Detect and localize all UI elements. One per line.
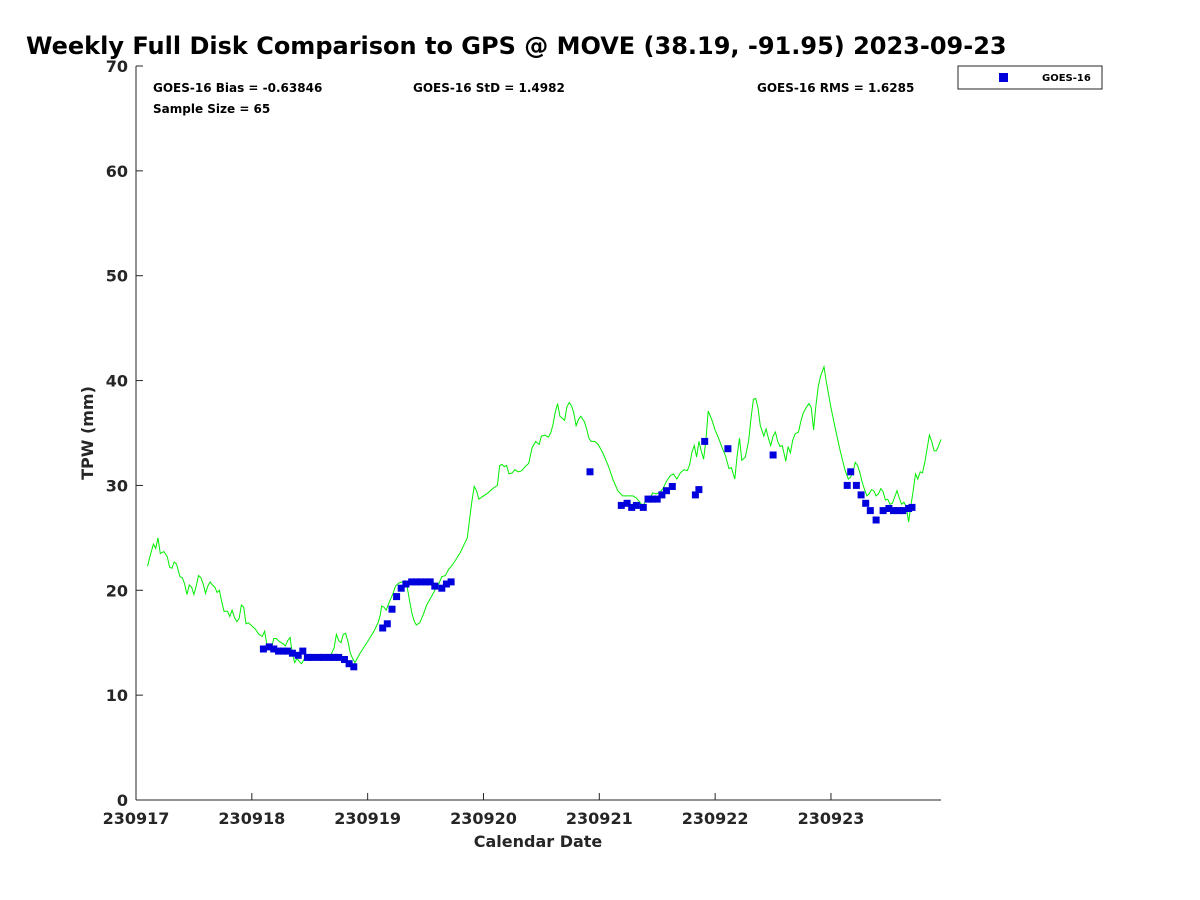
goes-marker-layer xyxy=(259,437,916,671)
goes-16-point xyxy=(422,578,430,586)
y-tick-label: 70 xyxy=(106,57,128,76)
legend-marker xyxy=(999,73,1008,82)
goes-16-point xyxy=(303,653,311,661)
goes-16-point xyxy=(275,647,282,655)
goes-16-point xyxy=(894,507,902,515)
goes-16-point xyxy=(315,653,323,661)
goes-16-point xyxy=(691,491,699,499)
goes-16-point xyxy=(447,578,455,586)
goes-16-point xyxy=(695,486,703,494)
goes-16-point xyxy=(412,578,420,586)
legend-entry-goes-16: GOES-16 xyxy=(1042,73,1091,84)
std-stat: GOES-16 StD = 1.4982 xyxy=(413,81,565,95)
goes-16-point xyxy=(299,647,307,655)
goes-16-point xyxy=(383,620,391,628)
goes-16-point xyxy=(843,481,851,489)
goes-16-point xyxy=(288,649,296,657)
goes-16-point xyxy=(632,501,640,509)
sample-size-stat: Sample Size = 65 xyxy=(153,102,270,116)
goes-16-point xyxy=(294,651,302,659)
goes-16-point xyxy=(658,491,666,499)
goes-16-point xyxy=(628,503,636,511)
goes-16-point xyxy=(890,507,897,515)
goes-16-point xyxy=(393,593,401,601)
goes-16-point xyxy=(426,578,434,586)
goes-16-point xyxy=(345,660,353,668)
y-tick-label: 20 xyxy=(106,581,128,600)
goes-16-point xyxy=(279,647,287,655)
goes-16-point xyxy=(623,499,631,507)
y-tick-label: 10 xyxy=(106,686,128,705)
goes-16-point xyxy=(724,445,732,453)
goes-16-point xyxy=(862,499,870,507)
bias-stat: GOES-16 Bias = -0.63846 xyxy=(153,81,322,95)
goes-16-point xyxy=(408,578,416,586)
goes-16-point xyxy=(586,468,594,476)
x-tick-label: 230923 xyxy=(798,809,865,828)
goes-16-point xyxy=(649,495,657,503)
y-axis-label: TPW (mm) xyxy=(78,386,97,480)
legend-box xyxy=(957,65,1103,90)
goes-16-point xyxy=(617,501,625,509)
goes-16-point xyxy=(417,578,425,586)
x-tick-label: 230919 xyxy=(334,809,401,828)
goes-16-point xyxy=(872,516,880,524)
legend: GOES-16 xyxy=(957,65,1103,90)
goes-16-point xyxy=(885,505,893,512)
x-tick-label: 230918 xyxy=(218,809,285,828)
goes-16-point xyxy=(908,503,916,511)
goes-16-point xyxy=(270,645,278,653)
goes-16-point xyxy=(397,584,405,592)
goes-16-point xyxy=(639,503,647,511)
goes-16-point xyxy=(852,481,860,489)
goes-16-point xyxy=(284,647,292,655)
goes-16-point xyxy=(330,653,338,661)
goes-16-point xyxy=(341,656,348,663)
goes-16-point xyxy=(402,580,410,588)
chart-title: Weekly Full Disk Comparison to GPS @ MOV… xyxy=(26,32,1007,60)
goes-16-point xyxy=(879,507,887,515)
goes-16-point xyxy=(308,653,316,661)
goes-16-point xyxy=(259,645,267,653)
gps-line-layer xyxy=(147,364,942,665)
goes-16-point xyxy=(265,643,273,651)
goes-16-point xyxy=(442,580,450,588)
y-tick-label: 30 xyxy=(106,476,128,495)
goes-16-point xyxy=(663,487,670,495)
y-tick-label: 60 xyxy=(106,162,128,181)
x-tick-label: 230921 xyxy=(566,809,633,828)
goes-16-point xyxy=(847,468,855,476)
goes-16-point xyxy=(644,495,652,503)
y-tick-label: 0 xyxy=(117,791,128,810)
goes-16-point xyxy=(866,507,874,515)
goes-16-point xyxy=(431,582,439,590)
goes-16-point xyxy=(325,653,333,661)
goes-16-point xyxy=(335,653,343,661)
x-tick-label: 230917 xyxy=(103,809,170,828)
x-tick-label: 230920 xyxy=(450,809,517,828)
plot-area xyxy=(136,66,941,800)
goes-16-point xyxy=(350,663,358,671)
goes-16-point xyxy=(668,483,676,490)
goes-16-point xyxy=(388,605,396,613)
y-tick-label: 40 xyxy=(106,372,128,391)
goes-16-point xyxy=(769,451,777,459)
goes-16-point xyxy=(899,507,907,515)
goes-16-point xyxy=(320,653,328,661)
plot-background xyxy=(136,66,941,800)
goes-16-point xyxy=(857,491,865,499)
x-tick-label: 230922 xyxy=(682,809,749,828)
y-tick-label: 50 xyxy=(106,267,128,286)
axes: 0 10 20 30 40 50 60 70 230917 230918 230919 230920 2… xyxy=(103,57,941,828)
goes-16-point xyxy=(653,495,661,503)
rms-stat: GOES-16 RMS = 1.6285 xyxy=(757,81,914,95)
goes-16-point xyxy=(379,624,387,632)
goes-16-point xyxy=(701,437,709,445)
x-axis-label: Calendar Date xyxy=(474,832,603,851)
goes-16-point xyxy=(438,584,446,592)
gps-tpw-line xyxy=(147,364,942,665)
